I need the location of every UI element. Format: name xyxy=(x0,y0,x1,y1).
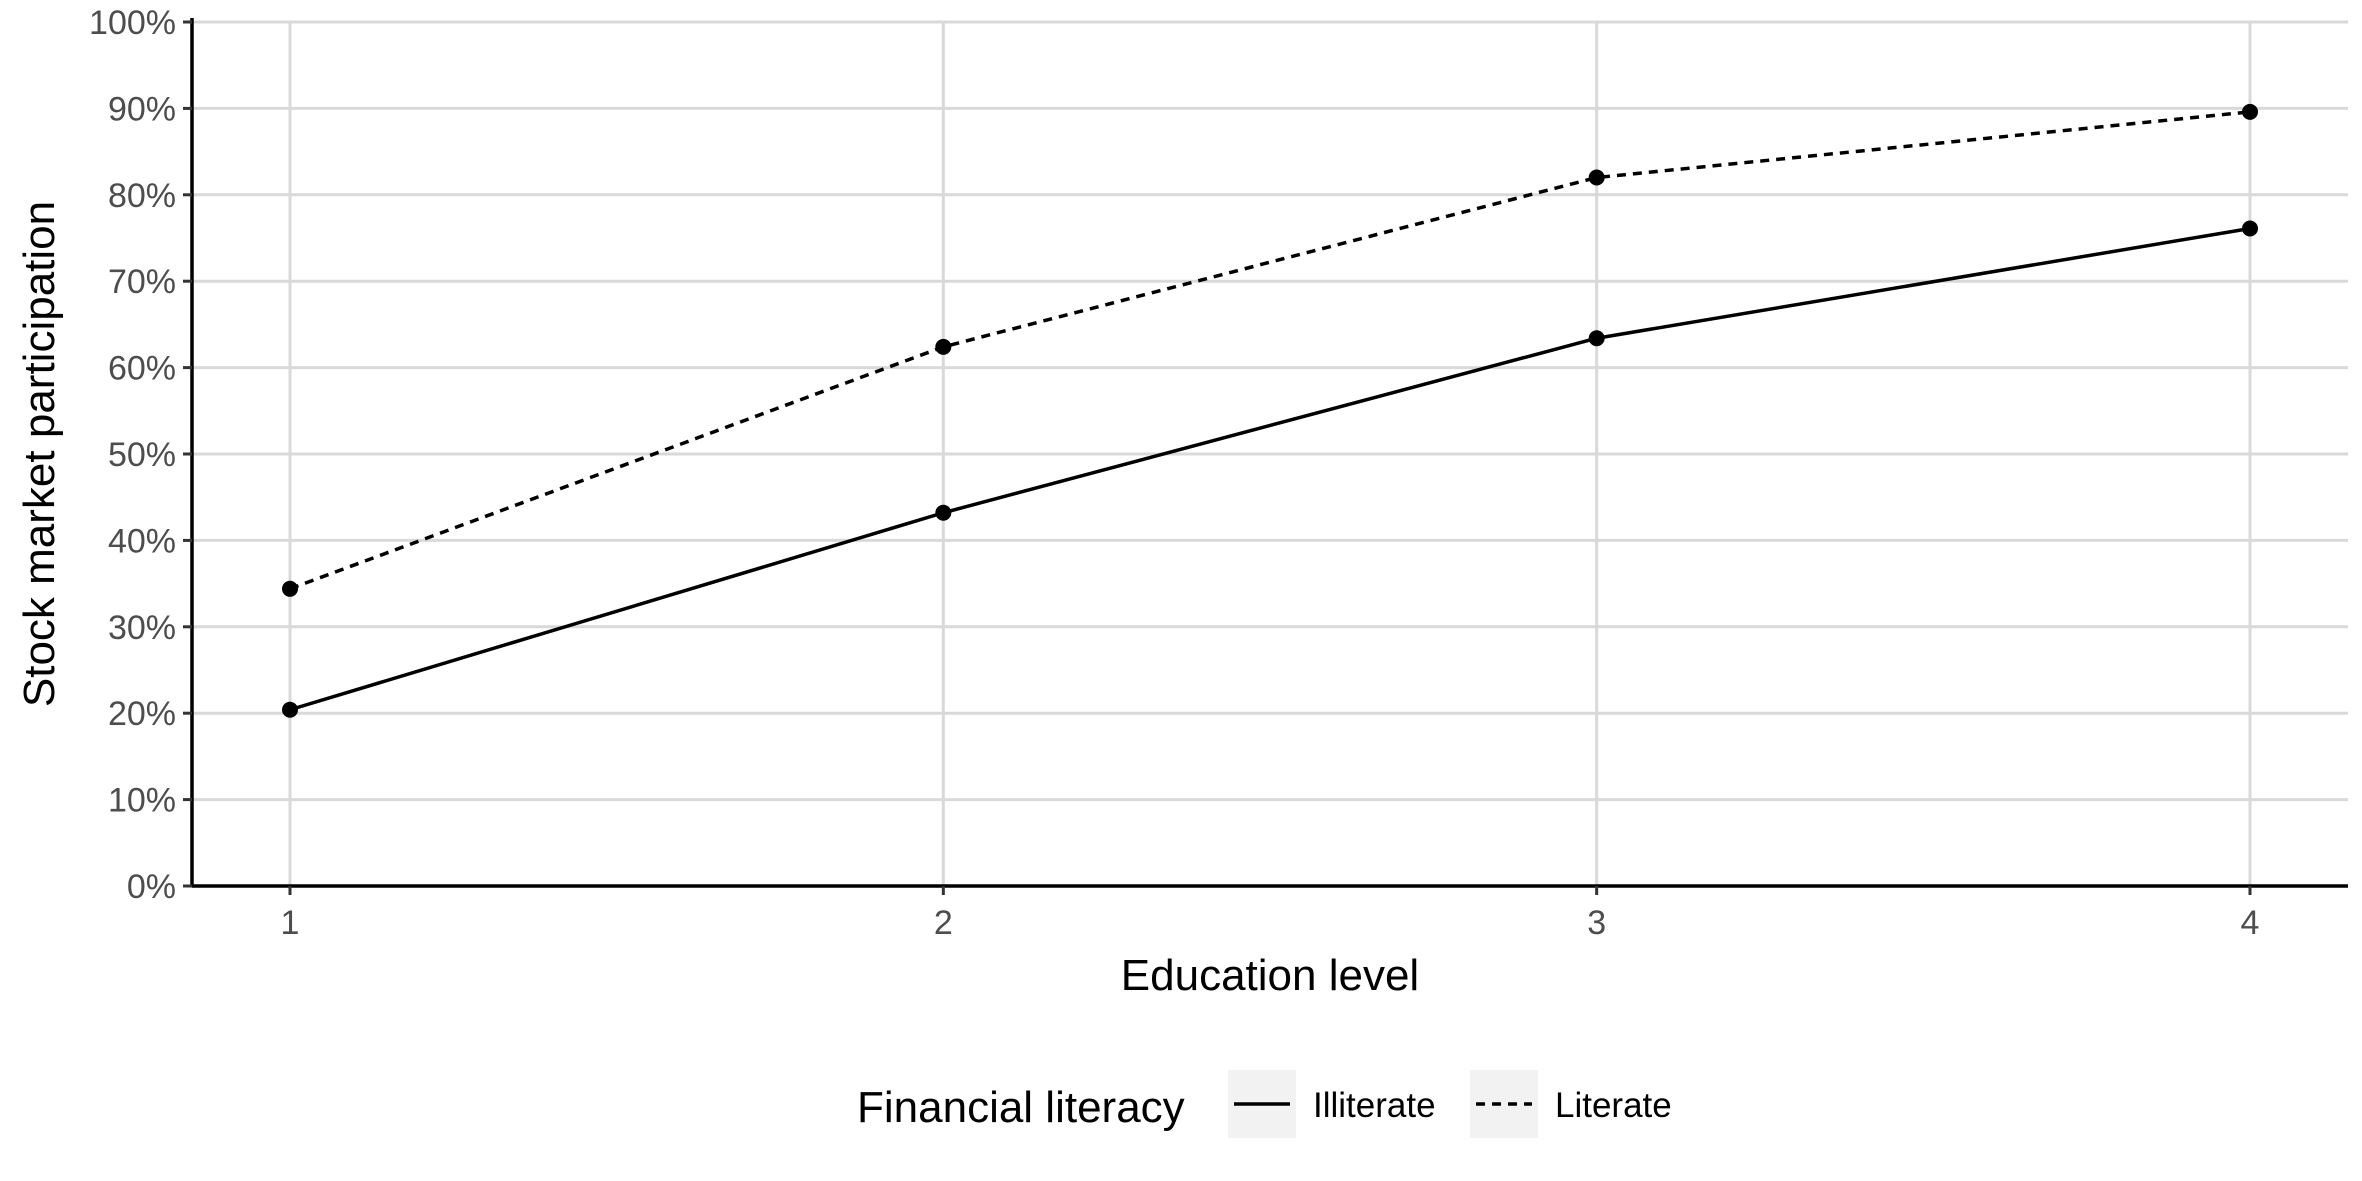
y-tick-label: 100% xyxy=(89,4,176,42)
x-tick-label: 4 xyxy=(2241,904,2260,942)
data-point xyxy=(2242,103,2258,120)
y-tick-label: 30% xyxy=(108,609,176,647)
x-axis-ticks: 1 2 3 4 xyxy=(281,886,2260,942)
y-axis-ticks: 0% 10% 20% 30% 40% 50% 60% 70% 80% 90% 100% xyxy=(89,4,192,906)
data-point xyxy=(1588,169,1605,186)
legend-item-literate: Literate xyxy=(1470,1070,1672,1138)
axes xyxy=(190,18,2348,888)
legend-item-illiterate: Illiterate xyxy=(1228,1070,1436,1138)
series-literate xyxy=(282,103,2258,597)
y-tick-label: 0% xyxy=(127,868,176,906)
x-axis-title: Education level xyxy=(1121,951,1419,1000)
y-tick-label: 50% xyxy=(108,436,176,474)
y-tick-label: 10% xyxy=(108,782,176,820)
legend-title: Financial literacy xyxy=(857,1083,1185,1132)
data-point xyxy=(935,338,952,355)
legend-label: Illiterate xyxy=(1313,1086,1436,1125)
data-point xyxy=(935,504,952,521)
series-illiterate xyxy=(282,220,2258,718)
legend: Financial literacy Illiterate Literate xyxy=(857,1070,1672,1138)
data-point xyxy=(282,701,298,718)
y-tick-label: 60% xyxy=(108,350,176,388)
series-layer xyxy=(282,103,2258,718)
legend-label: Literate xyxy=(1555,1086,1672,1125)
series-line xyxy=(289,226,2251,712)
data-point xyxy=(282,580,298,597)
y-axis-title: Stock market participation xyxy=(15,201,64,707)
y-tick-label: 80% xyxy=(108,177,176,215)
y-tick-label: 20% xyxy=(108,695,176,733)
series-line xyxy=(289,110,2251,591)
data-point xyxy=(2242,220,2258,237)
x-tick-label: 2 xyxy=(934,904,953,942)
y-tick-label: 70% xyxy=(108,263,176,301)
gridlines xyxy=(192,20,2348,888)
data-point xyxy=(1588,330,1605,347)
y-tick-label: 90% xyxy=(108,90,176,128)
x-tick-label: 1 xyxy=(281,904,300,942)
x-tick-label: 3 xyxy=(1587,904,1606,942)
y-tick-label: 40% xyxy=(108,522,176,560)
